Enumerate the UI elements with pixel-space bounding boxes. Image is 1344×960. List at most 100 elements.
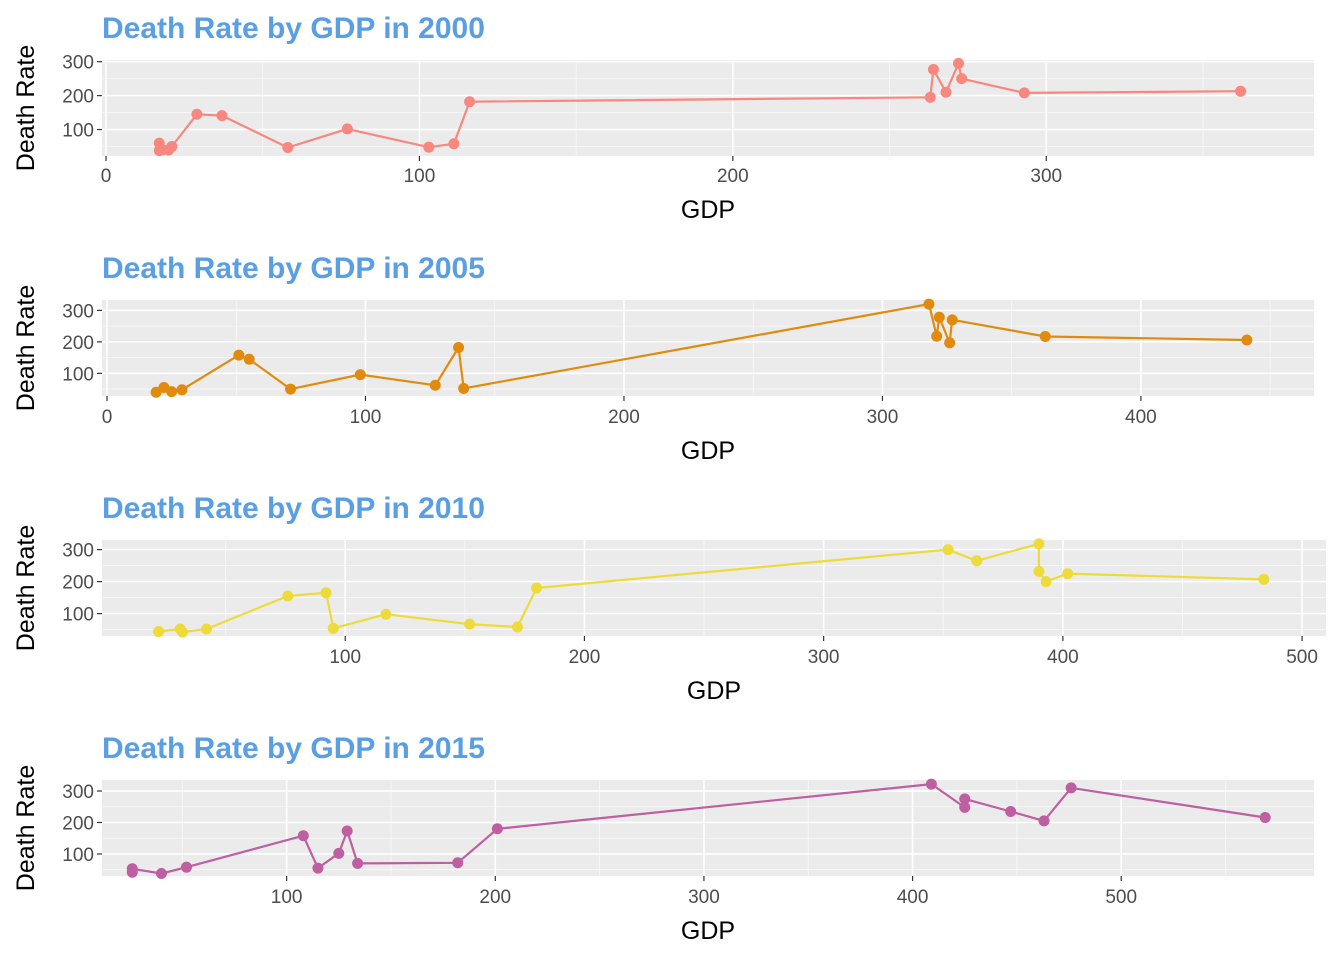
x-tick-label: 100 [350,407,382,428]
data-point [341,825,353,837]
data-point [153,626,165,638]
data-point [1062,568,1074,580]
data-point [946,314,958,326]
data-point [285,383,297,395]
data-point [927,63,939,75]
data-point [320,587,332,599]
y-tick-label: 200 [62,573,94,594]
data-point [448,138,460,150]
data-point [1033,538,1045,550]
chart-title: Death Rate by GDP in 2015 [102,732,485,765]
data-point [380,608,392,620]
data-point [458,382,470,394]
data-point [933,311,945,323]
x-tick-label: 300 [1030,166,1062,187]
y-tick-label: 200 [62,333,94,354]
data-point [959,801,971,813]
data-point [341,123,353,135]
x-tick-label: 100 [404,166,436,187]
data-point [1033,565,1045,577]
data-point [243,353,255,365]
y-axis-title: Death Rate [12,765,40,891]
data-point [923,298,935,310]
x-tick-label: 0 [101,166,112,187]
data-point [354,369,366,381]
data-point [429,379,441,391]
data-point [1040,576,1052,588]
data-point [423,141,435,153]
x-tick-label: 200 [569,647,601,668]
y-tick-label: 300 [62,782,94,803]
data-point [1259,811,1271,823]
data-point [176,384,188,396]
data-point [126,863,138,875]
x-tick-label: 200 [479,887,511,908]
data-point [931,330,943,342]
x-tick-label: 200 [608,407,640,428]
x-tick-label: 500 [1286,647,1318,668]
data-point [531,582,543,594]
x-tick-label: 400 [897,887,929,908]
y-axis-title: Death Rate [12,525,40,651]
data-point [180,861,192,873]
x-axis-title: GDP [681,437,735,465]
data-point [1235,85,1247,97]
data-point [333,847,345,859]
x-tick-label: 300 [688,887,720,908]
data-point [1038,815,1050,827]
data-point [352,857,364,869]
data-point [200,623,212,635]
data-point [233,349,245,361]
data-point [453,342,465,354]
plot-panel [102,300,1314,396]
plot-panel [102,780,1314,876]
chart-title: Death Rate by GDP in 2000 [102,12,485,45]
data-point [956,73,968,85]
y-tick-label: 300 [62,301,94,322]
chart-panel-3: Death Rate by GDP in 2015 100 200 300 100 200… [12,732,1314,945]
data-point [155,867,167,879]
data-point [282,142,294,154]
data-point [282,590,294,602]
data-point [297,830,309,842]
x-tick-label: 0 [102,407,113,428]
y-tick-label: 300 [62,541,94,562]
chart-panel-2: Death Rate by GDP in 2010 100 200 300 100 200… [12,492,1326,705]
data-point [177,626,189,638]
data-point [959,793,971,805]
x-tick-label: 400 [1125,407,1157,428]
y-axis-title: Death Rate [12,45,40,171]
data-point [166,141,178,153]
data-point [191,108,203,120]
x-tick-label: 200 [717,166,749,187]
y-tick-label: 100 [62,605,94,626]
y-tick-label: 300 [62,53,94,74]
data-point [491,823,503,835]
chart-panel-1: Death Rate by GDP in 2005 100 200 300 0 100 20… [12,252,1314,465]
x-axis-title: GDP [687,677,741,705]
data-point [1005,805,1017,817]
data-point [452,857,464,869]
data-point [925,778,937,790]
chart-title: Death Rate by GDP in 2005 [102,252,485,285]
y-tick-label: 200 [62,87,94,108]
data-point [924,91,936,103]
data-point [1039,331,1051,343]
x-tick-label: 300 [867,407,899,428]
x-tick-label: 300 [808,647,840,668]
x-axis-title: GDP [681,196,735,224]
data-point [312,862,324,874]
x-tick-label: 500 [1105,887,1137,908]
data-point [166,386,178,398]
y-tick-label: 100 [62,364,94,385]
y-tick-label: 200 [62,813,94,834]
plot-panel [102,540,1326,636]
x-tick-label: 400 [1047,647,1079,668]
data-point [944,337,956,349]
data-point [327,622,339,634]
data-point [464,618,476,630]
data-point [216,110,228,122]
y-tick-label: 100 [62,121,94,142]
y-axis-title: Death Rate [12,285,40,411]
